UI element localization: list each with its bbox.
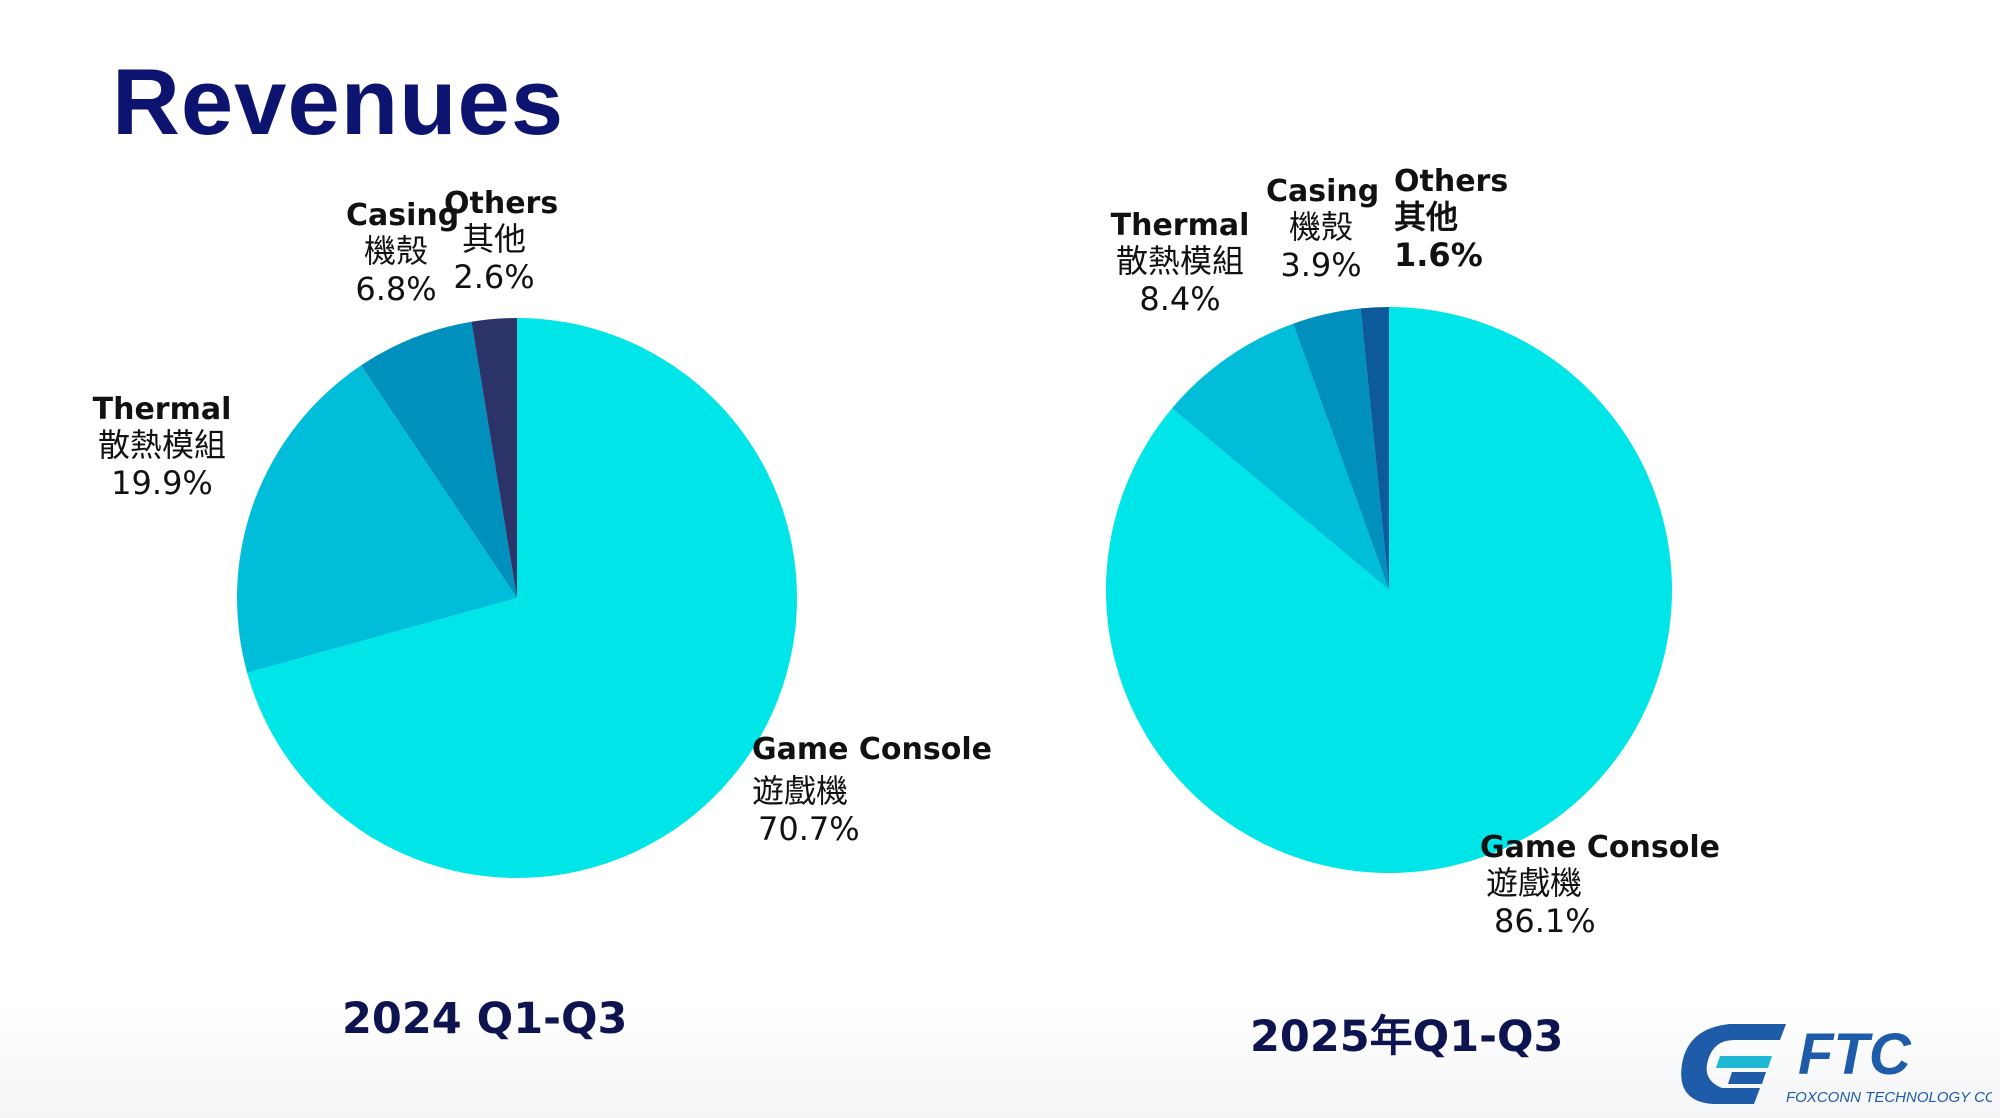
label-2025-thermal: Thermal 散熱模組 8.4% <box>1094 208 1266 319</box>
pie-chart-2024 <box>237 318 797 878</box>
logo-subtext: FOXCONN TECHNOLOGY CORP. <box>1786 1089 1992 1106</box>
label-2024-game-console: Game Console 遊戲機 70.7% <box>752 732 992 849</box>
period-label-2024: 2024 Q1-Q3 <box>342 994 627 1044</box>
label-2024-others: Others 其他 2.6% <box>444 186 544 297</box>
label-2025-casing: Casing 機殼 3.9% <box>1266 174 1376 285</box>
ftc-emblem-icon <box>1681 1024 1786 1104</box>
label-2025-others: Others 其他 1.6% <box>1394 164 1504 275</box>
label-2024-thermal: Thermal 散熱模組 19.9% <box>82 392 242 503</box>
pie-chart-2025 <box>1106 307 1672 873</box>
ftc-logo: FTC FOXCONN TECHNOLOGY CORP. <box>1668 1018 1992 1114</box>
logo-text: FTC <box>1798 1022 1912 1087</box>
label-2025-game-console: Game Console 遊戲機 86.1% <box>1480 830 1720 941</box>
label-2024-casing: Casing 機殼 6.8% <box>346 198 446 309</box>
period-label-2025: 2025年Q1-Q3 <box>1250 1002 1563 1064</box>
